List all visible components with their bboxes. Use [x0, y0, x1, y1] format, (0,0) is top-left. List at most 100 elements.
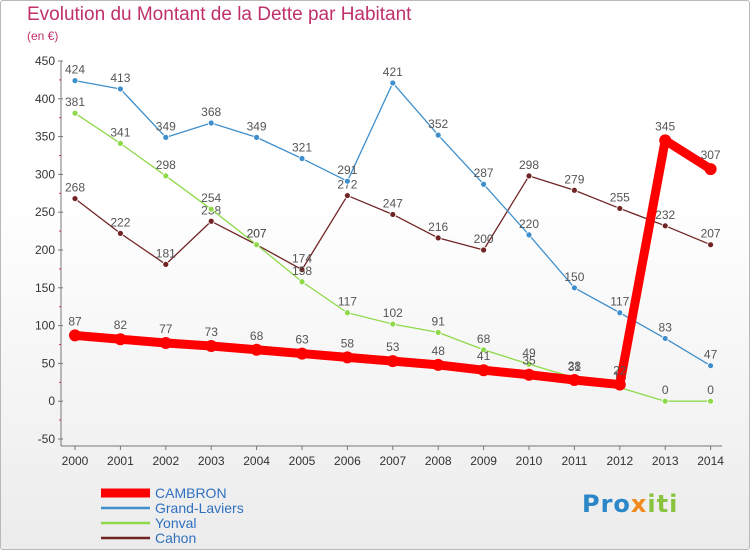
data-point	[253, 133, 261, 141]
legend-item: Grand-Laviers	[101, 500, 244, 516]
x-tick-label: 2002	[152, 454, 179, 468]
data-label: 41	[477, 349, 491, 363]
data-label: 35	[522, 354, 536, 368]
x-tick-label: 2003	[198, 454, 225, 468]
data-label: 232	[655, 208, 675, 222]
data-label: 117	[338, 295, 357, 309]
legend-label: CAMBRON	[155, 485, 227, 501]
data-point	[298, 266, 306, 274]
data-label: 349	[156, 119, 176, 133]
data-point	[159, 336, 172, 349]
data-label: 117	[610, 295, 629, 309]
y-tick-label: 200	[35, 243, 55, 257]
data-label: 68	[250, 329, 264, 343]
data-point	[343, 192, 351, 199]
y-tick-label: 150	[35, 281, 55, 295]
x-tick-label: 2007	[379, 454, 406, 468]
data-label: 87	[68, 314, 82, 328]
y-tick-label: 400	[35, 92, 55, 106]
data-point	[661, 397, 669, 405]
legend-item: Cahon	[101, 530, 196, 546]
x-tick-label: 2001	[107, 454, 134, 468]
data-point	[386, 355, 399, 368]
y-tick-label: 0	[48, 394, 55, 408]
data-point	[480, 346, 488, 354]
x-tick-label: 2012	[606, 454, 633, 468]
data-point	[477, 364, 490, 377]
data-point	[659, 134, 672, 147]
data-point	[480, 246, 488, 254]
data-label: 181	[156, 246, 176, 260]
data-label: 47	[704, 348, 718, 362]
x-tick-label: 2013	[652, 454, 679, 468]
data-label: 83	[659, 320, 673, 334]
data-label: 73	[205, 325, 219, 339]
data-point	[661, 222, 669, 230]
data-label: 352	[428, 117, 448, 131]
data-label: 298	[519, 158, 539, 172]
data-label: 424	[65, 63, 85, 77]
data-point	[207, 205, 215, 213]
data-label: 150	[564, 270, 584, 284]
data-label: 58	[341, 336, 355, 350]
y-tick-label: 350	[35, 130, 55, 144]
data-point	[434, 131, 442, 139]
data-point	[523, 368, 535, 381]
data-label: 200	[474, 232, 494, 246]
data-label: 0	[662, 383, 669, 397]
legend-label: Grand-Laviers	[155, 500, 244, 516]
data-point	[162, 172, 170, 180]
x-tick-label: 2006	[334, 454, 361, 468]
data-point	[525, 172, 533, 180]
data-point	[707, 397, 714, 405]
proxiti-logo: Proxiti	[582, 490, 679, 518]
data-point	[616, 205, 624, 212]
chart-title: Evolution du Montant de la Dette par Hab…	[27, 4, 412, 25]
series-grand-laviers: 424 413 349 368 349 321 291 421 352 287 220 150 117 8…	[65, 63, 718, 370]
legend-item: Yonval	[101, 515, 197, 531]
data-point	[571, 284, 578, 292]
data-point	[71, 195, 79, 202]
data-label: 341	[110, 125, 130, 139]
data-label: 222	[110, 215, 130, 229]
data-point	[434, 234, 442, 242]
data-point	[432, 358, 445, 371]
data-label: 298	[156, 158, 176, 172]
data-label: 345	[655, 119, 675, 133]
data-label: 321	[292, 141, 312, 155]
x-tick-label: 2008	[425, 454, 452, 468]
data-label: 174	[292, 252, 312, 266]
data-label: 63	[295, 333, 309, 347]
data-point	[205, 340, 218, 353]
data-label: 216	[428, 220, 448, 234]
data-point	[613, 378, 626, 391]
data-point	[434, 329, 442, 336]
legend-label: Yonval	[155, 515, 197, 531]
data-point	[69, 329, 81, 342]
y-tick-label: 100	[35, 319, 55, 333]
data-point	[298, 155, 306, 162]
data-label: 307	[701, 148, 721, 162]
data-point	[296, 347, 308, 360]
y-tick-label: 450	[35, 54, 55, 68]
data-label: 82	[114, 318, 128, 332]
data-point	[704, 163, 717, 176]
data-point	[298, 278, 306, 286]
y-tick-label: 50	[42, 356, 56, 370]
legend-label: Cahon	[155, 530, 196, 546]
chart-subtitle: (en €)	[27, 29, 59, 43]
data-point	[661, 335, 669, 342]
data-point	[571, 186, 578, 194]
data-point	[71, 109, 79, 117]
series-cahon: 2682221812382071742722472162002982792552…	[65, 158, 721, 274]
data-label: 279	[564, 172, 584, 186]
x-tick-label: 2010	[516, 454, 543, 468]
x-tick-label: 2004	[243, 454, 270, 468]
data-label: 207	[701, 227, 721, 241]
data-label: 287	[474, 166, 494, 180]
data-label: 91	[432, 314, 446, 328]
data-point	[389, 211, 397, 218]
data-point	[162, 133, 170, 141]
data-point	[480, 180, 488, 188]
